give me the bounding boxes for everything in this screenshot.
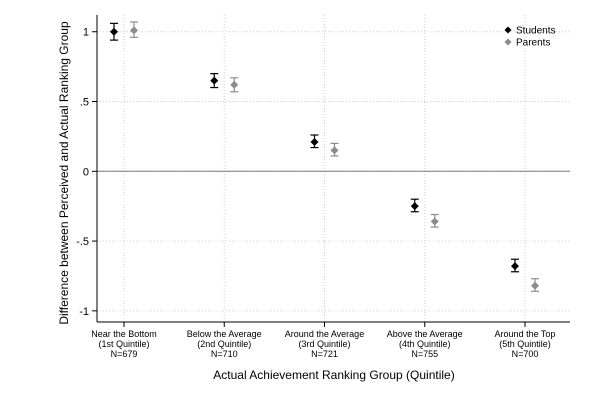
- x-tick-label-line: Near the Bottom: [91, 329, 157, 339]
- data-point: [110, 27, 118, 36]
- x-tick-label-line: N=721: [311, 349, 338, 359]
- data-point: [230, 80, 239, 89]
- series-students: [110, 22, 519, 273]
- data-point: [410, 202, 419, 211]
- y-tick-label: .5: [80, 97, 89, 109]
- x-tick-label-line: (2nd Quintile): [197, 339, 251, 349]
- x-tick-label-line: (5th Quintile): [499, 339, 551, 349]
- x-tick-label-line: Below the Average: [187, 329, 262, 339]
- x-tick-label-line: (3rd Quintile): [298, 339, 350, 349]
- x-tick-label-line: (1st Quintile): [98, 339, 149, 349]
- x-tick-label: Above the Average (4th Quintile) N=755: [387, 329, 463, 359]
- y-tick-label: 0: [83, 166, 89, 178]
- x-tick-label-line: N=755: [411, 349, 438, 359]
- y-tick-label: -1: [79, 306, 89, 318]
- marks-layer: [110, 21, 539, 292]
- series-parents: [130, 21, 539, 292]
- x-axis-title: Actual Achievement Ranking Group (Quinti…: [213, 368, 454, 382]
- data-point: [130, 26, 138, 35]
- x-tick-label: Near the Bottom (1st Quintile) N=679: [91, 329, 157, 359]
- x-tick-label-line: N=700: [512, 349, 539, 359]
- x-tick-label: Around the Average (3rd Quintile) N=721: [285, 329, 364, 359]
- legend-label: Students: [516, 26, 555, 37]
- y-tick-label: 1: [83, 27, 89, 39]
- data-point: [330, 146, 339, 155]
- data-point: [310, 137, 319, 146]
- x-tick-label: Below the Average (2nd Quintile) N=710: [187, 329, 262, 359]
- x-tick-label-line: N=679: [111, 349, 138, 359]
- x-tick-label-line: N=710: [211, 349, 238, 359]
- x-tick-label-line: Above the Average: [387, 329, 463, 339]
- data-point: [511, 262, 519, 271]
- x-tick-label-line: Around the Top: [495, 329, 556, 339]
- y-tick-label: -.5: [76, 236, 89, 248]
- x-tick-label-line: Around the Average: [285, 329, 364, 339]
- x-tick-label: Around the Top (5th Quintile) N=700: [495, 329, 556, 359]
- x-tick-label-line: (4th Quintile): [399, 339, 451, 349]
- y-axis-title: Difference between Perceived and Actual …: [57, 21, 71, 325]
- data-point: [210, 76, 219, 85]
- data-point: [531, 281, 539, 290]
- legend-marker: [504, 38, 512, 46]
- legend-marker: [504, 26, 512, 34]
- grid-layer: [97, 15, 570, 322]
- legend-label: Parents: [516, 38, 550, 49]
- data-point: [430, 217, 439, 226]
